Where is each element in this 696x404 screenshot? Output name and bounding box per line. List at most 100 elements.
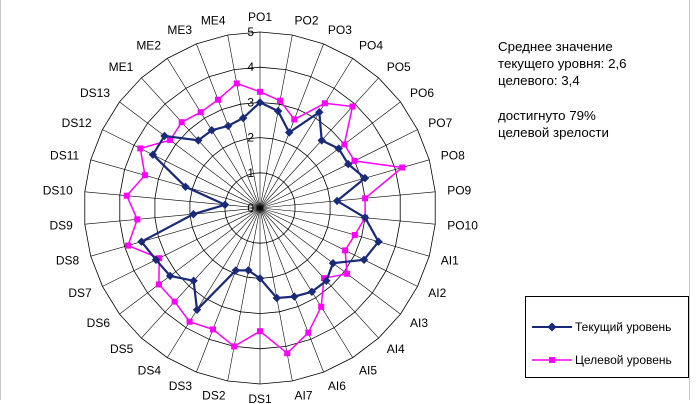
radar-ring-4 xyxy=(119,66,401,350)
point-current-ai3 xyxy=(328,259,338,268)
point-target-po4 xyxy=(321,100,328,107)
point-target-po6 xyxy=(341,141,348,148)
category-label-ai2: AI2 xyxy=(428,286,446,300)
category-label-me2: ME2 xyxy=(136,39,161,53)
point-target-ds6 xyxy=(155,281,162,288)
category-label-po4: PO4 xyxy=(359,39,383,53)
point-current-ds2 xyxy=(244,266,253,275)
point-target-ds12 xyxy=(137,145,144,152)
radar-spoke-ds11 xyxy=(90,159,261,209)
category-label-po5: PO5 xyxy=(387,60,411,74)
note-line-4: достигнуто 79% xyxy=(498,108,596,123)
category-label-ds5: DS5 xyxy=(110,342,134,356)
point-target-me4 xyxy=(233,80,240,87)
category-label-ds3: DS3 xyxy=(169,379,193,393)
point-current-ds6 xyxy=(165,271,175,281)
point-current-ai7 xyxy=(272,293,281,303)
radar-category-labels: PO1 PO2 PO3 PO4 PO5 PO6 PO7 PO8 PO9 PO10 AI1 AI2 AI3… xyxy=(43,10,478,404)
summary-note: Среднее значение текущего уровня: 2,6 це… xyxy=(498,38,683,159)
radar-spoke-ai5 xyxy=(259,207,353,358)
point-target-po1 xyxy=(257,88,263,95)
point-target-po7 xyxy=(351,157,358,164)
point-current-ds8 xyxy=(137,237,146,246)
point-current-po4 xyxy=(315,108,324,117)
point-current-me4 xyxy=(239,113,248,123)
category-label-po2: PO2 xyxy=(295,13,319,27)
point-target-ds3 xyxy=(210,326,216,333)
category-label-po10: PO10 xyxy=(447,219,478,233)
radar-spoke-ai4 xyxy=(259,207,379,339)
radar-spoke-ai1 xyxy=(259,207,430,257)
note-line-5: целевой зрелости xyxy=(498,125,609,140)
point-current-ds12 xyxy=(148,150,158,159)
radar-ring-1 xyxy=(224,172,296,244)
category-label-ds9: DS9 xyxy=(49,219,73,233)
radar-spoke-ds7 xyxy=(102,207,261,287)
category-label-ai6: AI6 xyxy=(328,379,346,393)
point-target-ds11 xyxy=(141,172,148,179)
radar-spoke-po9 xyxy=(259,191,436,209)
radar-spoke-po7 xyxy=(259,129,418,209)
point-current-po5 xyxy=(317,136,326,145)
radar-spoke-ai6 xyxy=(259,207,324,373)
point-target-po9 xyxy=(362,195,369,202)
point-current-po9 xyxy=(332,196,342,206)
point-target-po5 xyxy=(349,103,356,110)
point-target-ds4 xyxy=(186,318,193,325)
note-line-1: Среднее значение xyxy=(498,39,613,54)
point-target-ai1 xyxy=(351,232,358,238)
category-label-ai5: AI5 xyxy=(359,363,377,377)
category-label-ds4: DS4 xyxy=(138,363,162,377)
radar-spoke-po10 xyxy=(259,207,436,225)
radar-series xyxy=(123,80,406,357)
radar-tick-2: 2 xyxy=(247,131,254,145)
radar-spoke-ds6 xyxy=(119,207,261,315)
radar-spoke-ai2 xyxy=(259,207,418,287)
point-target-ds9 xyxy=(134,216,141,223)
radar-spoke-ds4 xyxy=(167,207,261,358)
category-label-ds7: DS7 xyxy=(68,286,92,300)
radar-spoke-ds12 xyxy=(102,129,261,209)
point-current-po1 xyxy=(255,98,265,107)
radar-spoke-ds9 xyxy=(84,207,261,225)
point-target-ai6 xyxy=(305,329,312,336)
point-target-po3 xyxy=(291,116,298,123)
radar-grid xyxy=(84,31,436,385)
point-current-po3 xyxy=(285,128,294,137)
point-current-ds5 xyxy=(189,276,198,285)
point-current-ds7 xyxy=(151,255,161,264)
point-current-ai6 xyxy=(290,292,299,301)
point-target-ds10 xyxy=(123,192,130,199)
point-current-ds10 xyxy=(220,200,230,209)
legend-entry-current: Текущий уровень xyxy=(532,319,671,335)
series-target xyxy=(123,80,406,357)
radar-tick-5: 5 xyxy=(247,25,254,39)
point-target-ai7 xyxy=(284,350,291,357)
point-current-po2 xyxy=(273,106,283,116)
radar-tick-labels: 0 1 2 3 4 5 xyxy=(247,25,254,215)
category-label-ds10: DS10 xyxy=(43,183,73,197)
point-target-ds1 xyxy=(257,328,263,335)
radar-spoke-me1 xyxy=(141,77,261,209)
category-label-ai7: AI7 xyxy=(295,389,313,403)
category-label-me3: ME3 xyxy=(167,23,192,37)
legend-marker-current xyxy=(532,322,572,332)
radar-ring-5 xyxy=(84,31,436,385)
point-current-po8 xyxy=(360,173,370,183)
category-label-po6: PO6 xyxy=(410,86,434,100)
category-label-po7: PO7 xyxy=(428,116,452,130)
radar-spoke-me2 xyxy=(167,58,261,209)
point-target-po8 xyxy=(399,164,406,171)
point-target-me1 xyxy=(178,119,185,126)
point-target-ai4 xyxy=(321,275,327,282)
point-current-ds3 xyxy=(231,266,240,275)
point-target-ai5 xyxy=(318,303,325,310)
radar-spoke-ai3 xyxy=(259,207,401,315)
point-current-ai1 xyxy=(374,237,383,246)
legend-marker-target xyxy=(532,357,572,363)
point-current-ds9 xyxy=(189,210,198,219)
point-current-ai4 xyxy=(322,276,331,285)
legend-label-current: Текущий уровень xyxy=(575,320,672,334)
point-target-me2 xyxy=(197,109,204,116)
radar-tick-0: 0 xyxy=(247,201,254,215)
